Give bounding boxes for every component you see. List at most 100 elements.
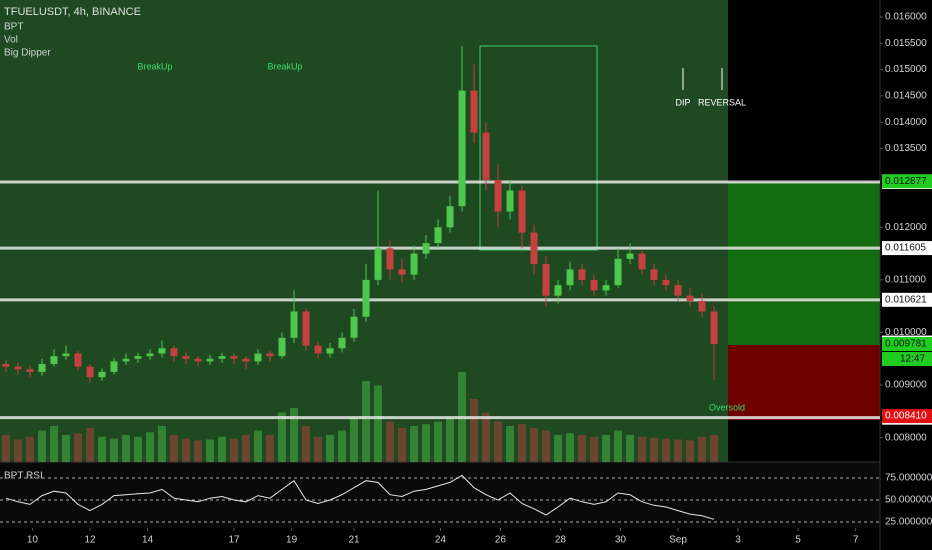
candle-body: [146, 353, 154, 357]
candle-body: [590, 279, 598, 291]
candle-body: [422, 243, 430, 254]
volume-bar: [434, 421, 443, 462]
candle-body: [182, 356, 190, 359]
price-tag: [882, 174, 932, 189]
candle-body: [386, 248, 394, 270]
price-tag-label: 0.012877: [885, 176, 927, 187]
volume-bar: [710, 435, 719, 462]
candle-body: [506, 190, 514, 212]
candle-body: [374, 248, 382, 280]
volume-bar: [674, 439, 683, 462]
x-tick-label: 7: [853, 535, 859, 546]
candle-body: [626, 253, 634, 259]
volume-bar: [518, 424, 527, 462]
volume-bar: [26, 436, 35, 462]
rsi-background: [0, 462, 880, 528]
x-tick-label: Sep: [669, 535, 687, 546]
volume-bar: [206, 439, 215, 462]
candle-body: [14, 366, 22, 370]
level-tag-label: 0.010621: [885, 294, 927, 305]
candle-body: [158, 348, 166, 354]
candle-body: [470, 90, 478, 133]
volume-bar: [614, 430, 623, 462]
x-tick-label: 3: [735, 535, 741, 546]
volume-bar: [386, 421, 395, 462]
rsi-line: [5, 474, 715, 520]
price-tag-label: 0.009781: [885, 339, 927, 350]
volume-bar: [254, 430, 263, 462]
volume-bar: [278, 412, 287, 462]
candle-body: [542, 264, 550, 296]
level-tag: [882, 241, 932, 256]
candle-body: [458, 90, 466, 207]
x-tick-label: 10: [27, 535, 39, 546]
price-tag-label: 0.008410: [885, 411, 927, 422]
candle-body: [350, 316, 358, 338]
candle-body: [446, 206, 454, 228]
range-box: [479, 45, 598, 251]
candle-body: [434, 227, 442, 244]
candle-body: [290, 311, 298, 338]
volume-bar: [542, 430, 551, 462]
candle-body: [62, 353, 70, 357]
volume-bar: [686, 440, 695, 462]
volume-bar: [506, 426, 515, 462]
candle-body: [38, 364, 46, 372]
y-tick-label: 0.010000: [885, 327, 927, 338]
volume-bar: [650, 437, 659, 462]
volume-bar: [638, 436, 647, 462]
candle-body: [482, 132, 490, 180]
level-tag-label: 0.011605: [885, 243, 926, 254]
candle-body: [278, 337, 286, 357]
y-tick-label: 0.012000: [885, 222, 927, 233]
candle-body: [338, 337, 346, 349]
candle-body: [530, 232, 538, 265]
volume-bar: [590, 436, 599, 462]
y-tick-label: 0.015000: [885, 64, 927, 75]
breakup-label: BreakUp: [137, 61, 172, 71]
candle-body: [362, 279, 370, 317]
stop-zone: [728, 345, 880, 420]
x-tick-label: 17: [228, 535, 240, 546]
candle-body: [578, 269, 586, 280]
rsi-title: BPT RSI: [4, 471, 43, 482]
volume-bar: [230, 438, 239, 462]
volume-bar: [554, 435, 563, 462]
candle-body: [674, 285, 682, 296]
candle-body: [662, 279, 670, 286]
volume-bar: [662, 438, 671, 462]
volume-bar: [98, 436, 107, 462]
volume-bar: [218, 436, 227, 462]
volume-bar: [482, 412, 491, 462]
rsi-tick-label: 75.000000: [885, 473, 932, 484]
volume-bar: [86, 427, 95, 462]
candle-body: [26, 369, 34, 372]
x-tick-label: 28: [555, 535, 567, 546]
x-tick-label: 5: [795, 535, 801, 546]
volume-bar: [374, 385, 383, 462]
y-tick-label: 0.011000: [885, 275, 926, 286]
candle-body: [638, 253, 646, 270]
candle-body: [518, 190, 526, 233]
candle-body: [614, 258, 622, 286]
y-tick-label: 0.009000: [885, 380, 927, 391]
rsi-tick-label: 25.000000: [885, 517, 932, 528]
volume-bar: [566, 433, 575, 462]
level-tag: [882, 292, 932, 307]
candle-body: [170, 348, 178, 357]
volume-bar: [50, 426, 59, 462]
volume-bar: [446, 417, 455, 462]
volume-bar: [338, 430, 347, 462]
volume-bar: [326, 435, 335, 462]
candle-body: [710, 311, 718, 345]
volume-bar: [302, 426, 311, 462]
volume-bar: [494, 421, 503, 462]
candle-body: [554, 285, 562, 296]
y-tick-label: 0.013500: [885, 143, 927, 154]
candle-body: [134, 356, 142, 359]
candle-body: [602, 285, 610, 291]
candle-body: [650, 269, 658, 280]
price-tag: [882, 336, 932, 351]
x-tick-label: 26: [495, 535, 507, 546]
